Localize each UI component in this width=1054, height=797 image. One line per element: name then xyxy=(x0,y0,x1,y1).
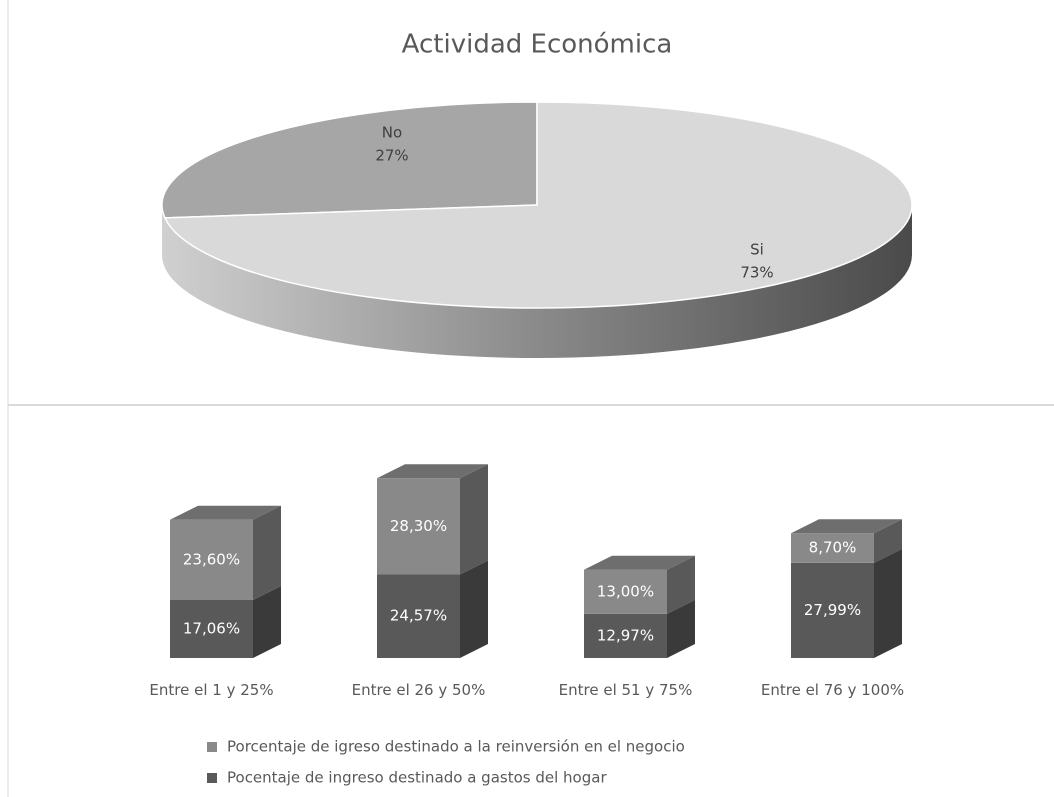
data-label: 23,60% xyxy=(183,550,240,568)
x-tick-label: Entre el 76 y 100% xyxy=(760,681,905,699)
bar-segment xyxy=(584,613,667,658)
bar-segment xyxy=(377,478,460,575)
data-label: 27,99% xyxy=(804,601,861,619)
x-tick-label: Entre el 51 y 75% xyxy=(558,681,693,699)
bar-segment xyxy=(584,569,667,614)
bar-top xyxy=(170,505,281,520)
bar-top xyxy=(584,555,695,570)
data-label: 12,97% xyxy=(597,626,654,644)
bar-segment xyxy=(791,562,874,658)
chart-title: Actividad Económica xyxy=(402,30,673,60)
bar-segment xyxy=(170,519,253,600)
data-label: 28,30% xyxy=(390,517,447,535)
slice-value: 27% xyxy=(375,147,408,165)
bar-side xyxy=(667,555,695,614)
bar-side xyxy=(460,464,488,575)
data-label: 13,00% xyxy=(597,582,654,600)
pie-side xyxy=(162,205,912,358)
legend-label: Pocentaje de ingreso destinado a gastos … xyxy=(227,769,607,787)
bar-segment xyxy=(170,599,253,658)
legend-label: Porcentaje de igreso destinado a la rein… xyxy=(227,738,685,756)
bar-side xyxy=(874,548,902,658)
bar-side xyxy=(667,599,695,658)
legend-swatch xyxy=(207,742,217,752)
bar-side xyxy=(253,505,281,600)
data-label: 24,57% xyxy=(390,607,447,625)
bar-segment xyxy=(377,574,460,658)
pie-slice xyxy=(163,101,913,309)
bar-top xyxy=(791,519,902,534)
data-label: 8,70% xyxy=(809,539,857,557)
bar-side xyxy=(460,560,488,658)
data-label: 17,06% xyxy=(183,619,240,637)
slice-value: 73% xyxy=(740,264,773,282)
slice-label: Si xyxy=(750,241,764,259)
bar-segment xyxy=(791,533,874,563)
bar-side xyxy=(253,585,281,658)
pie-slice xyxy=(161,101,538,219)
bar-top xyxy=(377,464,488,479)
slice-label: No xyxy=(382,124,402,142)
x-tick-label: Entre el 26 y 50% xyxy=(351,681,486,699)
bar-side xyxy=(874,519,902,563)
legend-swatch xyxy=(207,773,217,783)
x-tick-label: Entre el 1 y 25% xyxy=(149,681,274,699)
